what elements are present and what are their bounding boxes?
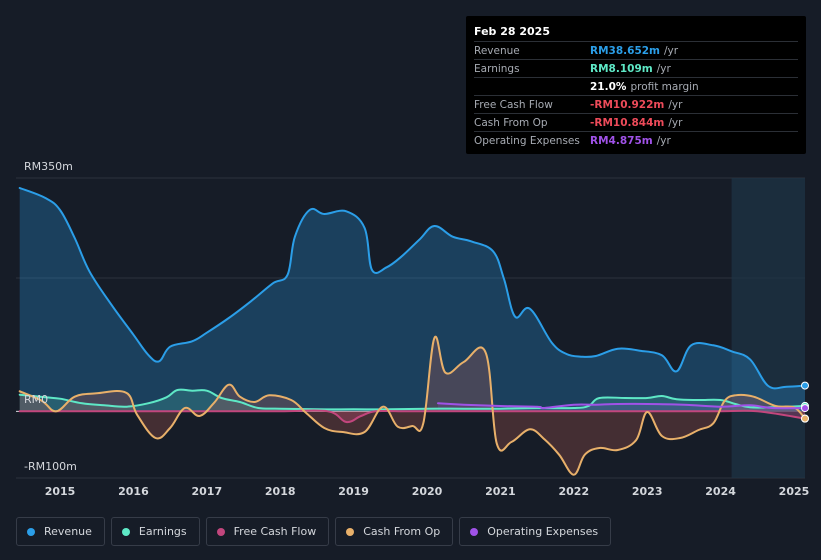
series-lines <box>18 187 806 476</box>
tooltip-date: Feb 28 2025 <box>474 25 550 38</box>
tooltip-row: Free Cash Flow -RM10.922m/yr <box>474 95 798 113</box>
x-tick-label: 2020 <box>412 485 443 498</box>
cash-from-op-endpoint <box>801 414 809 423</box>
tooltip-row-label: Free Cash Flow <box>474 98 553 111</box>
legend-item-earnings[interactable]: Earnings <box>110 517 200 546</box>
legend-item-cash-from-op[interactable]: Cash From Op <box>335 517 454 546</box>
y-tick-label-top: RM350m <box>24 160 73 173</box>
operating-expenses-endpoint <box>801 404 809 413</box>
tooltip-row-unit: /yr <box>668 116 683 129</box>
data-tooltip: Feb 28 2025 Revenue RM38.652m/yr Earnings R… <box>466 16 806 154</box>
revenue-line <box>18 187 806 390</box>
revenue-area <box>19 188 805 412</box>
tooltip-row-value: RM8.109m <box>590 62 653 75</box>
tooltip-row: Operating Expenses RM4.875m/yr <box>474 131 798 149</box>
chart-legend: Revenue Earnings Free Cash Flow Cash From O… <box>16 517 612 546</box>
tooltip-row-unit: /yr <box>668 98 683 111</box>
tooltip-row-label: Operating Expenses <box>474 134 580 147</box>
x-tick-label: 2024 <box>705 485 736 498</box>
legend-item-revenue[interactable]: Revenue <box>16 517 105 546</box>
tooltip-row: Cash From Op -RM10.844m/yr <box>474 113 798 131</box>
legend-dot-icon <box>121 527 130 536</box>
x-tick-label: 2015 <box>45 485 76 498</box>
tooltip-row-label: Earnings <box>474 62 520 75</box>
tooltip-row-label: Revenue <box>474 44 520 57</box>
tooltip-row-value: -RM10.844m <box>590 116 665 129</box>
legend-label: Revenue <box>44 525 92 538</box>
legend-label: Operating Expenses <box>487 525 599 538</box>
tooltip-row: Earnings RM8.109m/yr <box>474 59 798 77</box>
y-tick-label-zero: RM0 <box>24 393 49 406</box>
tooltip-row-value: -RM10.922m <box>590 98 665 111</box>
legend-dot-icon <box>216 527 225 536</box>
tooltip-row-value: RM38.652m <box>590 44 660 57</box>
tooltip-row-value: RM4.875m <box>590 134 653 147</box>
cash-from-op-area <box>19 336 805 475</box>
tooltip-row-unit: profit margin <box>630 80 699 93</box>
tooltip-row: 21.0% profit margin <box>474 77 798 95</box>
chart-svg: 2015 2016 2017 2018 2019 2020 2021 2022 2023 2024… <box>16 177 810 498</box>
operating-expenses-area <box>438 403 805 412</box>
x-tick-label: 2022 <box>558 485 589 498</box>
legend-label: Earnings <box>138 525 187 538</box>
legend-dot-icon <box>470 527 479 536</box>
operating-expenses-line <box>437 402 806 410</box>
tooltip-row-unit: /yr <box>656 62 671 75</box>
legend-label: Free Cash Flow <box>233 525 317 538</box>
x-axis-ticks: 2015 2016 2017 2018 2019 2020 2021 2022 2023 2024… <box>45 485 810 498</box>
tooltip-row-unit: /yr <box>664 44 679 57</box>
legend-label: Cash From Op <box>363 525 441 538</box>
y-tick-label-bottom: -RM100m <box>24 460 77 473</box>
x-tick-label: 2019 <box>338 485 369 498</box>
legend-dot-icon <box>27 527 35 536</box>
cash-from-op-line <box>18 335 806 476</box>
tooltip-row-label: Cash From Op <box>474 116 548 129</box>
revenue-endpoint <box>801 381 809 390</box>
tooltip-row-unit: /yr <box>656 134 671 147</box>
forecast-highlight-band <box>731 178 805 478</box>
x-tick-label: 2018 <box>265 485 296 498</box>
x-tick-label: 2021 <box>485 485 516 498</box>
legend-item-operating-expenses[interactable]: Operating Expenses <box>459 517 612 546</box>
series-areas <box>19 188 805 475</box>
tooltip-row-value: 21.0% <box>590 80 627 93</box>
series-endpoints <box>801 381 809 423</box>
x-tick-label: 2023 <box>632 485 663 498</box>
earnings-line <box>18 388 806 411</box>
earnings-area <box>19 389 805 412</box>
legend-dot-icon <box>346 527 355 536</box>
x-tick-label: 2016 <box>118 485 149 498</box>
tooltip-row: Revenue RM38.652m/yr <box>474 41 798 59</box>
x-tick-label: 2025 <box>779 485 810 498</box>
legend-item-free-cash-flow[interactable]: Free Cash Flow <box>205 517 330 546</box>
x-tick-label: 2017 <box>192 485 223 498</box>
